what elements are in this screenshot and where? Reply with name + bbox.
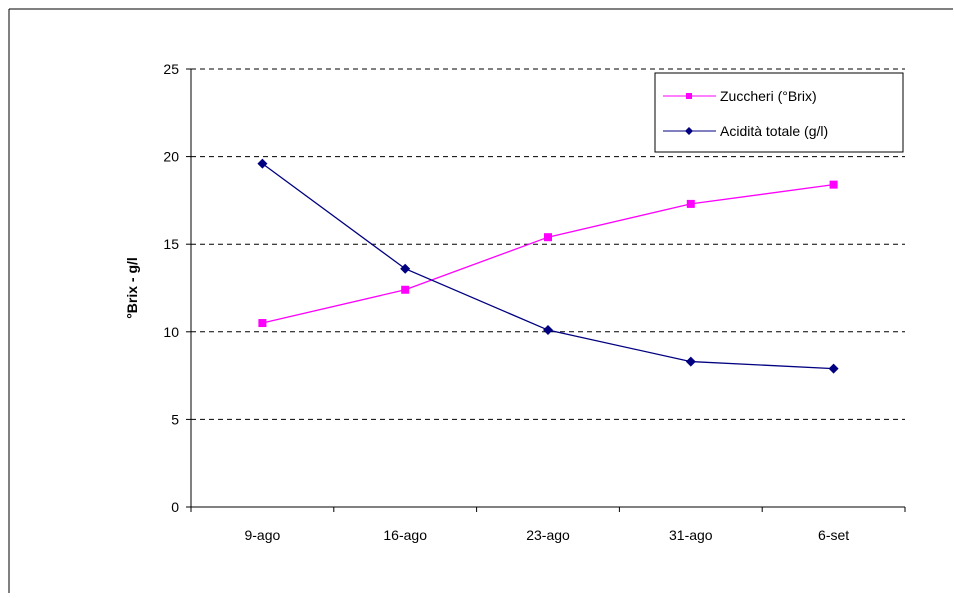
data-point xyxy=(401,285,410,294)
y-tick-label: 0 xyxy=(171,499,179,515)
axes xyxy=(186,68,906,512)
data-point xyxy=(685,356,696,367)
legend-box xyxy=(654,72,904,153)
y-tick-label: 10 xyxy=(163,324,179,340)
data-point xyxy=(258,319,267,328)
legend-label: Acidità totale (g/l) xyxy=(720,123,828,139)
x-tick-label: 31-ago xyxy=(669,527,713,543)
x-tick-label: 23-ago xyxy=(526,527,570,543)
legend-marker-square xyxy=(686,93,692,99)
gridlines xyxy=(191,68,905,420)
y-tick-label: 25 xyxy=(163,61,179,77)
data-point xyxy=(543,325,553,336)
legend-label: Zuccheri (°Brix) xyxy=(720,88,817,104)
data-point xyxy=(544,233,552,242)
data-point xyxy=(829,180,838,189)
x-tick-label: 6-set xyxy=(818,527,849,543)
tick-labels: 0 5 10 15 20 25 9-ago 16-ago 23-ago 31-ago 6-set xyxy=(163,61,849,543)
legend-marker-diamond xyxy=(685,127,693,135)
series-line xyxy=(262,183,834,324)
data-point xyxy=(400,263,411,274)
y-tick-label: 15 xyxy=(163,236,179,252)
series-1 xyxy=(258,180,838,328)
y-tick-label: 20 xyxy=(163,149,179,165)
data-point xyxy=(828,363,839,374)
x-tick-label: 9-ago xyxy=(244,527,280,543)
data-point xyxy=(686,199,695,208)
y-tick-label: 5 xyxy=(171,411,179,427)
legend: Zuccheri (°Brix) Acidità totale (g/l) xyxy=(654,72,904,153)
y-axis-title: °Brix - g/l xyxy=(124,257,140,319)
series-2 xyxy=(257,158,839,374)
chart-border xyxy=(8,8,953,593)
series-layer xyxy=(257,158,839,374)
data-point xyxy=(257,158,268,169)
x-tick-label: 16-ago xyxy=(383,527,427,543)
series-line xyxy=(262,163,834,370)
